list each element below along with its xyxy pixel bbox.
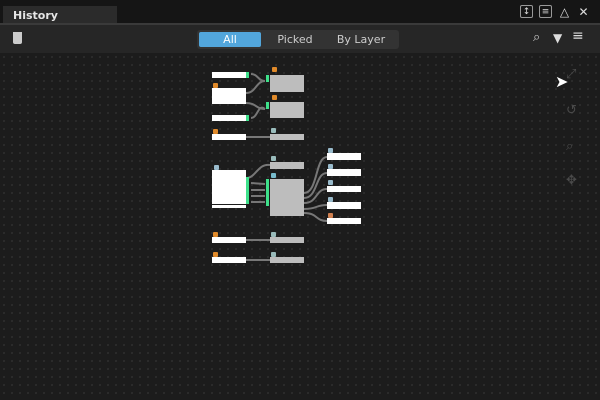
output-node[interactable] — [327, 169, 361, 176]
close-icon[interactable]: ✕ — [578, 4, 589, 19]
fx-icon — [272, 67, 277, 72]
output-port[interactable] — [246, 177, 249, 204]
input-node[interactable] — [212, 237, 246, 243]
layer-icon — [271, 156, 276, 161]
operation-node[interactable] — [270, 179, 304, 216]
cube-icon — [213, 252, 218, 257]
mouse-cursor: ➤ — [555, 72, 569, 91]
filter-all-button[interactable]: All — [199, 32, 261, 47]
options-menu-icon[interactable]: ≡ — [572, 28, 584, 44]
pin-icon[interactable]: ↕ — [520, 5, 533, 18]
trash-icon[interactable] — [13, 32, 22, 44]
input-node[interactable] — [212, 257, 246, 263]
arrow-icon — [328, 180, 333, 185]
layer-icon — [271, 252, 276, 257]
menu-icon[interactable]: ≡ — [539, 5, 552, 18]
input-node[interactable] — [212, 115, 246, 121]
output-node[interactable] — [327, 202, 361, 209]
arrow-icon — [328, 197, 333, 202]
filter-by-layer-button[interactable]: By Layer — [336, 33, 386, 46]
output-node[interactable] — [327, 153, 361, 160]
operation-node[interactable] — [270, 75, 304, 92]
filter-picked-button[interactable]: Picked — [277, 33, 313, 46]
operation-node[interactable] — [270, 237, 304, 243]
operation-node[interactable] — [270, 134, 304, 140]
arrow-icon — [214, 165, 219, 170]
input-port[interactable] — [266, 102, 269, 109]
output-port[interactable] — [246, 115, 249, 121]
layer-icon — [271, 232, 276, 237]
output-node[interactable] — [327, 218, 361, 224]
input-port[interactable] — [266, 75, 269, 82]
output-node[interactable] — [327, 186, 361, 192]
zoom-icon[interactable]: ⌕ — [566, 139, 574, 154]
output-port[interactable] — [246, 72, 249, 78]
cube-icon — [328, 213, 333, 218]
filter-icon[interactable]: ▼ — [553, 31, 563, 45]
fit-view-icon[interactable]: ⤢ — [566, 67, 577, 82]
operation-node[interactable] — [270, 257, 304, 263]
input-node[interactable] — [212, 134, 246, 140]
cube-icon — [213, 83, 218, 88]
diamond-icon — [271, 173, 276, 178]
tab-history-visualizer[interactable]: History Visualizer — [3, 6, 117, 35]
cube-icon — [213, 129, 218, 134]
operation-node[interactable] — [270, 162, 304, 169]
tab-bar: History Visualizer ↕ ≡ △ ✕ — [0, 0, 600, 35]
operation-node[interactable] — [270, 102, 304, 118]
input-node[interactable] — [212, 88, 246, 104]
toolbar: All Picked By Layer ⌕ ▼ ≡ — [0, 23, 600, 53]
input-node[interactable] — [212, 72, 246, 78]
fx-icon — [272, 95, 277, 100]
filter-segmented-control: All Picked By Layer — [197, 30, 399, 49]
layer-icon — [271, 128, 276, 133]
graph-canvas[interactable]: ⤢ ↺ ⌕ ✥ ➤ — [0, 53, 600, 400]
input-node[interactable] — [212, 170, 246, 204]
search-icon[interactable]: ⌕ — [533, 30, 541, 45]
cube-icon — [213, 232, 218, 237]
pan-icon[interactable]: ✥ — [566, 173, 577, 188]
input-port[interactable] — [266, 179, 269, 206]
input-node-strip — [212, 205, 246, 208]
arrow-icon — [328, 148, 333, 153]
reset-view-icon[interactable]: ↺ — [566, 103, 577, 118]
minimize-icon[interactable]: △ — [559, 4, 570, 19]
arrow-icon — [328, 164, 333, 169]
